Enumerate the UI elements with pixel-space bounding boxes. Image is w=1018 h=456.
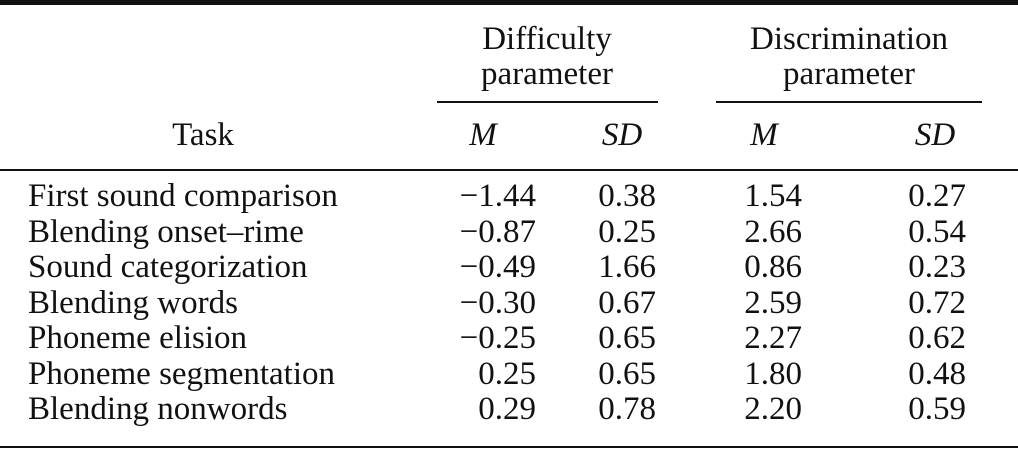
discrimination-group-header-line2: parameter	[783, 56, 915, 92]
discrimination-sd-cell: 0.54	[908, 214, 966, 250]
difficulty-m-cell: −0.49	[459, 249, 536, 285]
discrimination-sd-cell: 0.23	[908, 249, 966, 285]
discrimination-m-cell: 1.54	[744, 178, 802, 214]
difficulty-group-header-line1: Difficulty	[482, 21, 612, 57]
discrimination-m-cell: 1.80	[744, 356, 802, 392]
task-cell: Phoneme segmentation	[28, 356, 336, 392]
discrimination-sd-column-header: SD	[914, 117, 956, 153]
difficulty-sd-cell: 1.66	[598, 249, 656, 285]
task-cell: Blending words	[28, 285, 238, 321]
difficulty-sd-cell: 0.38	[598, 178, 656, 214]
task-cell: Phoneme elision	[28, 320, 248, 356]
difficulty-group-rule	[437, 101, 658, 103]
difficulty-m-cell: −0.87	[459, 214, 536, 250]
discrimination-sd-cell: 0.27	[908, 178, 966, 214]
discrimination-m-cell: 2.59	[744, 285, 802, 321]
discrimination-m-cell: 2.20	[744, 391, 802, 427]
discrimination-m-cell: 2.66	[744, 214, 802, 250]
task-cell: First sound comparison	[28, 178, 338, 214]
discrimination-m-column-header: M	[750, 117, 778, 153]
discrimination-group-header-line1: Discrimination	[750, 21, 948, 57]
discrimination-sd-cell: 0.48	[908, 356, 966, 392]
bottom-rule	[0, 446, 1018, 448]
difficulty-m-cell: −0.30	[459, 285, 536, 321]
difficulty-sd-cell: 0.65	[598, 356, 656, 392]
difficulty-sd-cell: 0.78	[598, 391, 656, 427]
task-column-header: Task	[172, 117, 234, 153]
discrimination-m-cell: 2.27	[744, 320, 802, 356]
difficulty-sd-cell: 0.25	[598, 214, 656, 250]
difficulty-m-cell: −0.25	[459, 320, 536, 356]
difficulty-sd-column-header: SD	[601, 117, 643, 153]
difficulty-sd-cell: 0.65	[598, 320, 656, 356]
discrimination-sd-cell: 0.72	[908, 285, 966, 321]
difficulty-m-cell: −1.44	[459, 178, 536, 214]
difficulty-m-cell: 0.29	[478, 391, 536, 427]
task-cell: Blending nonwords	[28, 391, 288, 427]
header-rule	[0, 169, 1018, 171]
discrimination-sd-cell: 0.59	[908, 391, 966, 427]
discrimination-sd-cell: 0.62	[908, 320, 966, 356]
task-cell: Sound categorization	[28, 249, 308, 285]
difficulty-sd-cell: 0.67	[598, 285, 656, 321]
top-rule	[0, 0, 1018, 5]
difficulty-m-column-header: M	[469, 117, 497, 153]
task-cell: Blending onset–rime	[28, 214, 304, 250]
difficulty-m-cell: 0.25	[478, 356, 536, 392]
discrimination-group-rule	[716, 101, 982, 103]
discrimination-m-cell: 0.86	[744, 249, 802, 285]
difficulty-group-header-line2: parameter	[481, 56, 613, 92]
